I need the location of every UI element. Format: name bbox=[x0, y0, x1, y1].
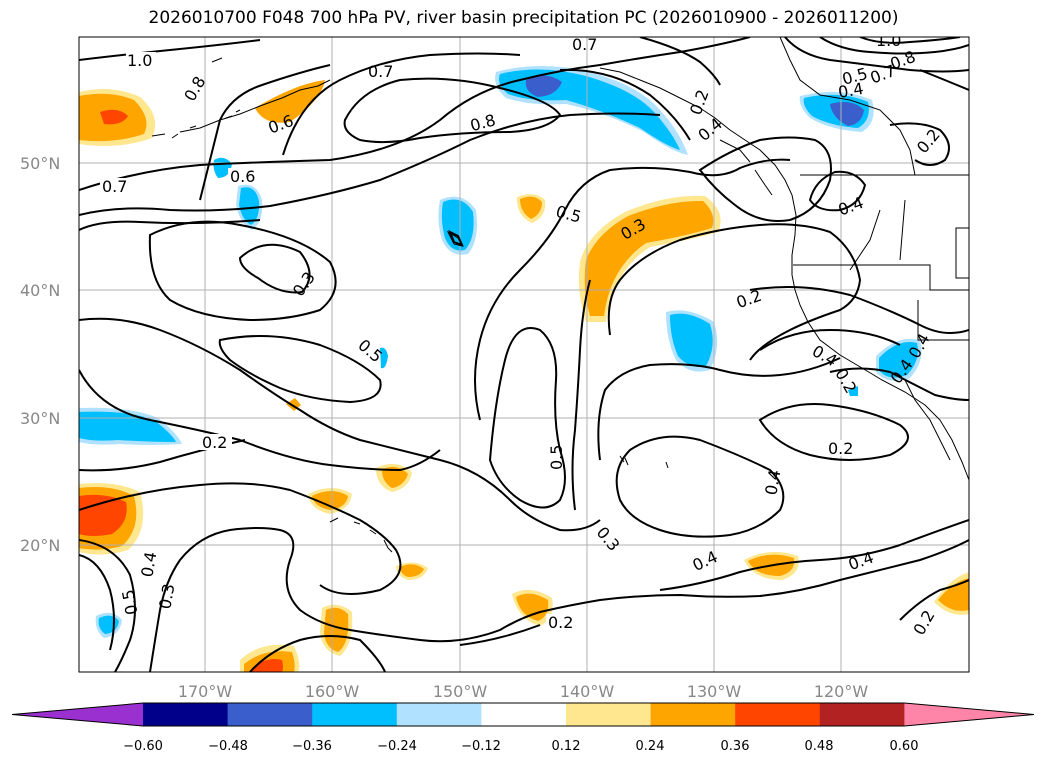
colorbar-segment bbox=[650, 703, 736, 726]
contour-label: 0.2 bbox=[828, 439, 853, 458]
contour-label: 0.4 bbox=[137, 550, 160, 578]
colorbar-tick-label: 0.60 bbox=[890, 739, 919, 754]
lat-label: 30°N bbox=[20, 409, 60, 428]
colorbar-tick-label: −0.60 bbox=[123, 739, 163, 754]
lon-label: 160°W bbox=[305, 682, 360, 701]
lon-label: 120°W bbox=[814, 682, 869, 701]
colorbar-tick-label: 0.12 bbox=[552, 739, 581, 754]
lon-label: 140°W bbox=[560, 682, 615, 701]
colorbar-tick-label: −0.36 bbox=[292, 739, 332, 754]
colorbar-segment bbox=[735, 703, 821, 726]
contour-label: 1.0 bbox=[876, 31, 901, 50]
contour-label: 0.4 bbox=[761, 468, 784, 496]
colorbar-extend-high bbox=[904, 703, 1034, 726]
colorbar-tick-label: 0.48 bbox=[805, 739, 834, 754]
colorbar-tick-label: −0.48 bbox=[208, 739, 248, 754]
colorbar-tick-label: 0.24 bbox=[636, 739, 665, 754]
contour-label: 0.2 bbox=[548, 613, 573, 632]
colorbar-segment bbox=[312, 703, 398, 726]
positive-precip-areas bbox=[79, 80, 969, 672]
map-panel: 1.0 0.8 0.7 0.7 0.6 0.6 0.7 0.8 0.5 0.3 … bbox=[79, 31, 969, 672]
contour-label: 0.7 bbox=[368, 62, 393, 81]
contour-label: 0.6 bbox=[230, 167, 255, 186]
contour-label: 1.0 bbox=[127, 51, 152, 70]
lat-lon-grid bbox=[79, 37, 969, 672]
lat-label: 50°N bbox=[20, 154, 60, 173]
colorbar-tick-labels: −0.60 −0.48 −0.36 −0.24 −0.12 0.12 0.24 … bbox=[123, 739, 918, 754]
colorbar-outline bbox=[11, 702, 1035, 727]
contour-label: 0.7 bbox=[102, 177, 127, 196]
contour-label: 0.3 bbox=[155, 582, 178, 610]
lat-label: 20°N bbox=[20, 536, 60, 555]
negative-precip-areas bbox=[79, 66, 922, 638]
map-title: 2026010700 F048 700 hPa PV, river basin … bbox=[148, 8, 899, 28]
colorbar-segment bbox=[396, 703, 482, 726]
lat-label: 40°N bbox=[20, 281, 60, 300]
pv-contours bbox=[79, 37, 969, 672]
colorbar-tick-label: −0.12 bbox=[461, 739, 501, 754]
colorbar-segment bbox=[481, 703, 567, 726]
colorbar-segment bbox=[143, 703, 229, 726]
lon-label: 150°W bbox=[433, 682, 488, 701]
contour-label: 0.7 bbox=[572, 35, 597, 54]
contour-label: 0.5 bbox=[118, 588, 141, 616]
lon-label: 170°W bbox=[178, 682, 233, 701]
colorbar-segment bbox=[227, 703, 313, 726]
contour-label: 0.5 bbox=[547, 445, 566, 470]
colorbar bbox=[11, 702, 1035, 727]
colorbar-extend-low bbox=[12, 703, 143, 726]
colorbar-tick-label: −0.24 bbox=[377, 739, 417, 754]
colorbar-segment bbox=[566, 703, 652, 726]
colorbar-tick-label: 0.36 bbox=[721, 739, 750, 754]
contour-label: 0.4 bbox=[837, 79, 865, 102]
longitude-axis: 170°W 160°W 150°W 140°W 130°W 120°W bbox=[178, 682, 869, 701]
contour-label: 0.2 bbox=[202, 433, 227, 452]
colorbar-segment bbox=[819, 703, 905, 726]
map-frame bbox=[78, 36, 970, 673]
lon-label: 130°W bbox=[687, 682, 742, 701]
latitude-axis: 50°N 40°N 30°N 20°N bbox=[20, 154, 60, 555]
